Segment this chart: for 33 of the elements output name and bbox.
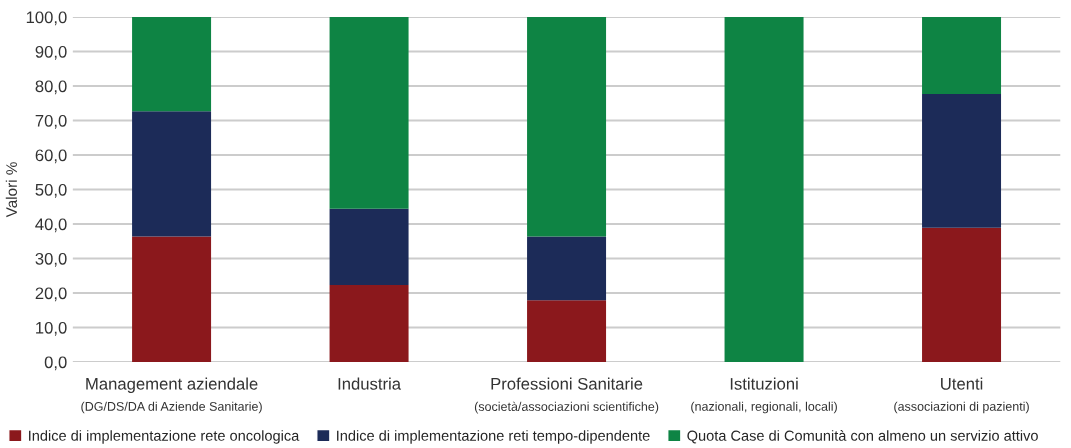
legend-label: Indice di implementazione reti tempo-dipendente	[337, 430, 650, 444]
bar	[329, 285, 409, 362]
bar	[132, 17, 212, 112]
bar	[329, 17, 409, 209]
x-tick-label: Istituzioni (nazionali, regionali, locali)	[691, 377, 837, 414]
x-tick-label: Utenti (associazioni di pazienti)	[894, 377, 1029, 414]
y-tick-label: 60,0	[35, 149, 67, 164]
bar	[527, 236, 607, 301]
bar	[527, 300, 607, 362]
y-tick-label: 100,0	[26, 11, 67, 26]
bar	[922, 17, 1002, 94]
y-tick-label: 10,0	[36, 321, 67, 336]
bar	[329, 208, 409, 286]
bar	[922, 227, 1002, 362]
y-tick-label: 90,0	[35, 45, 67, 60]
bar	[527, 17, 607, 237]
y-axis-title: Valori %	[5, 162, 17, 218]
y-tick-label: 30,0	[35, 252, 67, 267]
y-tick-label: 0,0	[44, 356, 67, 371]
y-tick-label: 50,0	[35, 183, 67, 198]
y-tick-label: 70,0	[35, 114, 67, 129]
bar	[922, 93, 1002, 228]
bar	[724, 17, 804, 362]
legend-label: Indice di implementazione rete oncologica	[29, 430, 300, 444]
bar	[132, 111, 212, 237]
x-tick-label: Management aziendale (DG/DS/DA di Aziende Sanitarie)	[81, 377, 262, 414]
bar	[132, 236, 212, 362]
x-tick-label: Professioni Sanitarie (società/associazioni scientifiche)	[474, 377, 659, 414]
x-tick-label: Industria	[338, 377, 402, 390]
y-tick-label: 40,0	[35, 218, 67, 233]
y-tick-label: 20,0	[35, 287, 67, 302]
y-tick-label: 80,0	[35, 80, 67, 95]
legend-label: Quota Case di Comunità con almeno un servizio attivo	[687, 429, 1038, 444]
